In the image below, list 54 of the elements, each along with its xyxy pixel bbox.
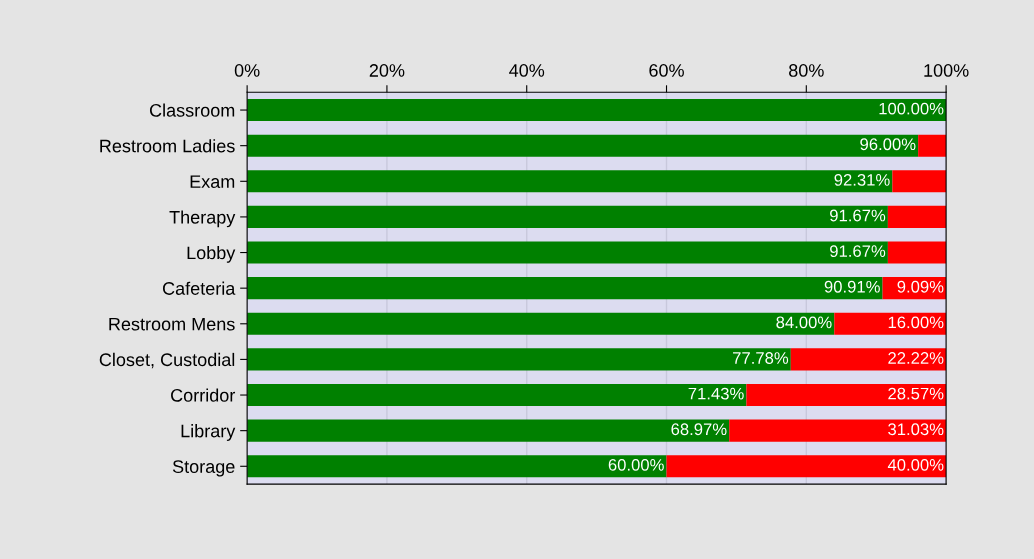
bar bbox=[666, 455, 947, 478]
bar bbox=[247, 99, 947, 122]
x-tick-label: 60% bbox=[649, 64, 684, 77]
bar bbox=[247, 383, 747, 407]
data-label: 91.67% bbox=[830, 209, 886, 222]
data-label: 16.00% bbox=[888, 316, 944, 329]
data-label: 71.43% bbox=[688, 387, 744, 400]
y-tick-label: Exam bbox=[190, 175, 235, 189]
x-tick-label: 80% bbox=[789, 64, 824, 77]
data-label: 31.03% bbox=[888, 423, 944, 436]
x-tick-label: 0% bbox=[234, 64, 260, 77]
data-label: 96.00% bbox=[860, 138, 916, 151]
bar bbox=[729, 419, 947, 442]
bar bbox=[790, 348, 947, 371]
data-label: 84.00% bbox=[776, 316, 832, 329]
x-tick-label: 20% bbox=[369, 64, 405, 77]
y-tick-label: Restroom Mens bbox=[109, 317, 235, 331]
data-label: 100.00% bbox=[879, 102, 944, 115]
data-label: 60.00% bbox=[608, 458, 664, 471]
bar bbox=[247, 348, 791, 371]
data-label: 28.57% bbox=[888, 387, 944, 400]
bar bbox=[887, 205, 947, 228]
data-label: 77.78% bbox=[733, 352, 789, 364]
y-tick-label: Library bbox=[181, 424, 236, 441]
y-tick-label: Storage bbox=[172, 460, 235, 477]
bar bbox=[247, 241, 888, 264]
x-tick-label: 100% bbox=[924, 64, 969, 77]
bar bbox=[247, 170, 893, 193]
bar bbox=[247, 419, 730, 442]
data-label: 40.00% bbox=[887, 458, 944, 471]
bar bbox=[247, 312, 835, 335]
bar bbox=[746, 383, 947, 407]
data-label: 68.97% bbox=[671, 423, 727, 436]
y-tick-label: Classroom bbox=[149, 103, 235, 117]
x-tick-label: 40% bbox=[509, 64, 545, 77]
data-label: 22.22% bbox=[888, 352, 944, 364]
y-tick-label: Closet, Custodial bbox=[99, 352, 235, 369]
y-tick-label: Therapy bbox=[169, 210, 236, 228]
bar bbox=[834, 312, 947, 335]
data-label: 91.67% bbox=[830, 245, 886, 258]
bar bbox=[247, 134, 919, 157]
y-tick-label: Restroom Ladies bbox=[100, 139, 235, 153]
data-label: 9.09% bbox=[897, 280, 944, 293]
y-tick-label: Cafeteria bbox=[162, 281, 236, 295]
bar bbox=[247, 205, 888, 228]
y-tick-label: Corridor bbox=[171, 388, 236, 402]
data-label: 92.31% bbox=[834, 173, 890, 186]
bar bbox=[247, 277, 883, 300]
bar bbox=[247, 455, 667, 478]
data-label: 90.91% bbox=[824, 280, 880, 293]
y-tick-label: Lobby bbox=[187, 246, 236, 263]
bar bbox=[918, 134, 947, 157]
bar bbox=[892, 170, 947, 193]
bar bbox=[887, 241, 947, 264]
